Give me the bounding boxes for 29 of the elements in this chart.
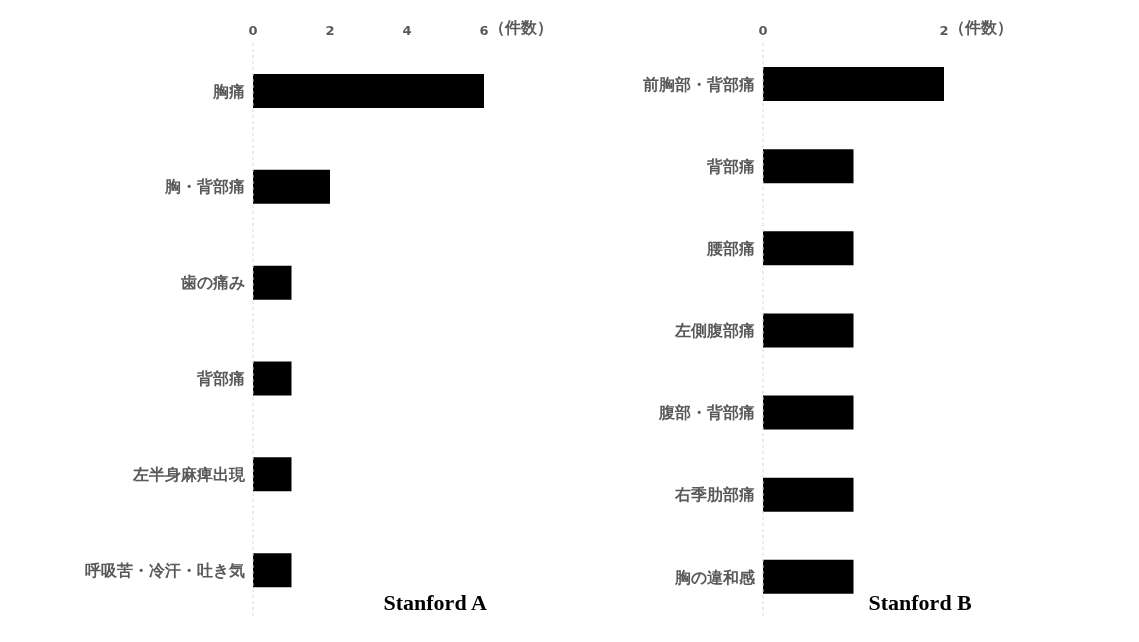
y-tick-label: 歯の痛み xyxy=(180,273,245,293)
text: Stanford A xyxy=(383,590,487,616)
y-tick-label: 胸痛 xyxy=(212,81,245,101)
x-tick-label: 2 xyxy=(325,23,335,38)
x-tick-label: 6 xyxy=(479,23,489,38)
x-axis-title: （件数） xyxy=(949,18,1013,39)
y-tick-label: 前胸部・背部痛 xyxy=(642,74,755,94)
y-tick-label: 胸・背部痛 xyxy=(164,177,245,197)
bar xyxy=(253,457,292,492)
y-tick-label: 呼吸苦・冷汗・吐き気 xyxy=(85,560,245,580)
x-tick-label: 0 xyxy=(248,23,258,38)
y-tick-label: 左半身麻痺出現 xyxy=(132,464,246,484)
y-tick-label: 腰部痛 xyxy=(706,239,755,259)
bar xyxy=(253,169,330,204)
y-tick-label: 腹部・背部痛 xyxy=(658,403,755,423)
y-tick-label: 背部痛 xyxy=(706,156,755,176)
text: Stanford B xyxy=(868,590,972,616)
bar xyxy=(253,361,292,396)
y-tick-label: 背部痛 xyxy=(196,369,245,389)
bar xyxy=(253,74,484,108)
y-tick-label: 右季肋部痛 xyxy=(674,485,755,505)
bar xyxy=(253,265,292,300)
x-tick-label: 0 xyxy=(758,23,768,38)
x-tick-label: 4 xyxy=(402,23,412,38)
x-tick-label: 2 xyxy=(939,23,949,38)
y-tick-label: 胸の違和感 xyxy=(674,567,756,587)
x-axis-title: （件数） xyxy=(489,18,553,39)
y-tick-label: 左側腹部痛 xyxy=(674,321,755,341)
bar xyxy=(253,553,292,588)
